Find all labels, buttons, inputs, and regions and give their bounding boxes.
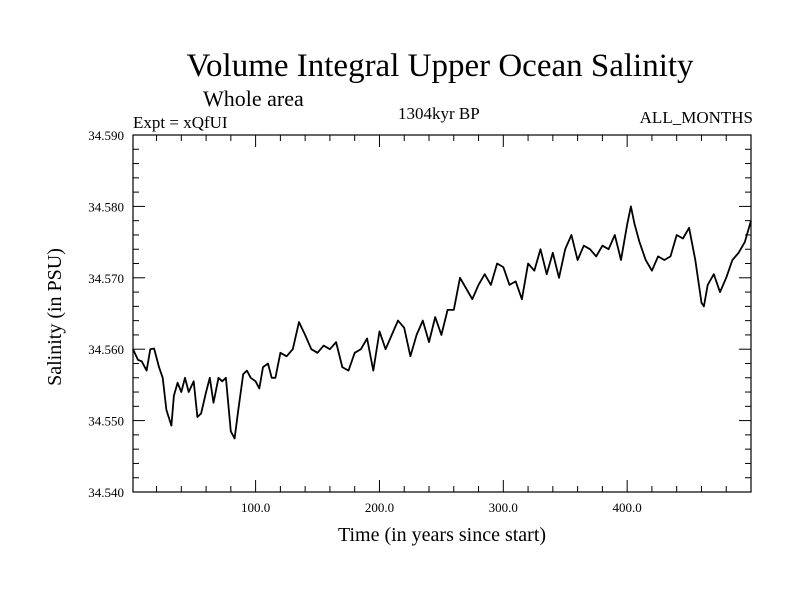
period-label: 1304kyr BP <box>398 104 480 123</box>
y-axis-label: Salinity (in PSU) <box>44 248 66 386</box>
y-tick-label: 34.560 <box>88 342 124 357</box>
y-tick-label: 34.570 <box>88 271 124 286</box>
y-tick-label: 34.540 <box>88 485 124 500</box>
x-tick-label: 400.0 <box>613 500 642 515</box>
months-label: ALL_MONTHS <box>639 108 753 127</box>
y-tick-label: 34.580 <box>88 199 124 214</box>
x-tick-label: 100.0 <box>241 500 270 515</box>
chart-title: Volume Integral Upper Ocean Salinity <box>186 48 694 84</box>
salinity-series-line <box>132 205 752 440</box>
series-group <box>132 205 752 440</box>
axes: 100.0 200.0 300.0 400.0 34.540 34.550 34.560 34… <box>88 128 752 515</box>
x-tick-label: 300.0 <box>489 500 518 515</box>
plot-frame <box>132 134 752 493</box>
x-tick-label: 200.0 <box>365 500 394 515</box>
x-axis-label: Time (in years since start) <box>338 524 546 546</box>
y-tick-label: 34.550 <box>88 414 124 429</box>
chart-subtitle: Whole area <box>203 86 304 111</box>
y-tick-label: 34.590 <box>88 128 124 143</box>
experiment-label: Expt = xQfUI <box>133 113 228 132</box>
